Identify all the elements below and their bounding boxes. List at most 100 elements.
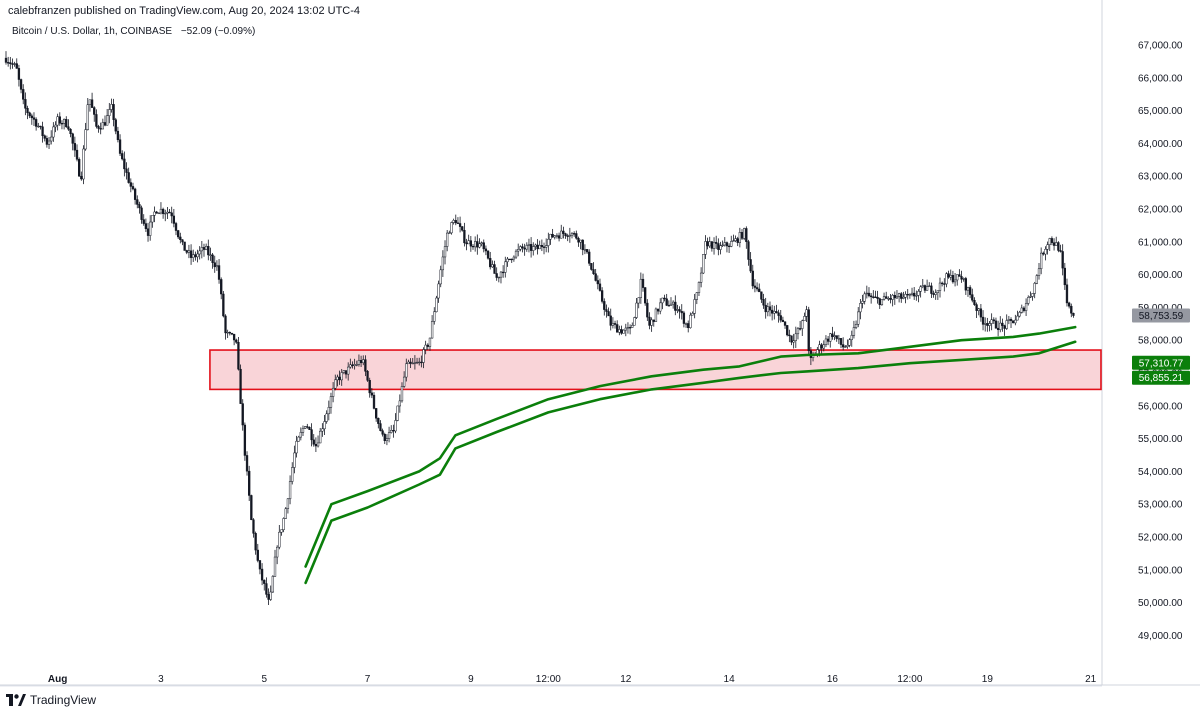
candle-down <box>592 269 595 274</box>
candle-down <box>557 235 561 239</box>
candle-up <box>480 242 483 244</box>
candle-up <box>336 376 339 381</box>
candle-down <box>1065 284 1069 304</box>
candle-down <box>775 311 778 314</box>
candle-down <box>43 135 46 139</box>
candle-down <box>375 408 378 419</box>
candle-up <box>62 119 66 124</box>
candle-up <box>329 396 333 408</box>
price-change: −52.09 (−0.09%) <box>180 26 256 37</box>
candle-up <box>340 372 343 381</box>
candle-down <box>250 495 253 521</box>
candle-up <box>153 211 156 216</box>
candle-up <box>196 253 199 258</box>
candle-down <box>1050 238 1054 243</box>
candle-up <box>443 246 447 258</box>
candle-up <box>936 290 940 293</box>
candle-up <box>517 249 520 252</box>
candle-up <box>570 233 574 236</box>
candle-down <box>123 158 126 170</box>
candle-down <box>616 324 619 333</box>
candle-down <box>99 128 102 130</box>
candle-down <box>220 279 223 295</box>
candle-up <box>712 241 716 249</box>
candle-up <box>1027 297 1030 304</box>
candle-down <box>351 364 354 366</box>
candle-up <box>538 245 541 250</box>
candle-up <box>1005 320 1008 329</box>
candle-up <box>637 297 640 304</box>
candle-down <box>889 298 892 300</box>
candle-up <box>721 244 724 247</box>
candle-down <box>140 207 143 220</box>
candle-up <box>732 240 735 242</box>
candle-up <box>953 279 957 283</box>
vwap-lower-badge-bg <box>1132 370 1190 385</box>
candle-up <box>805 309 808 317</box>
candle-up <box>803 316 806 322</box>
candle-down <box>663 297 666 300</box>
candle-up <box>411 362 414 365</box>
candle-up <box>200 247 203 252</box>
candle-down <box>874 296 877 298</box>
vwap-upper-badge-bg <box>1132 355 1190 370</box>
candle-down <box>60 122 64 125</box>
x-tick-label: 21 <box>1085 674 1097 685</box>
candle-up <box>284 508 287 519</box>
x-tick-label: 16 <box>827 674 839 685</box>
candle-down <box>594 273 597 281</box>
candle-up <box>891 294 894 300</box>
candle-up <box>844 346 847 348</box>
candle-up <box>671 301 675 305</box>
candle-down <box>620 329 623 334</box>
candle-down <box>628 327 632 329</box>
candle-down <box>536 244 539 250</box>
candle-up <box>818 344 821 350</box>
candle-down <box>207 246 210 256</box>
candle-up <box>902 296 905 299</box>
candle-down <box>501 271 505 274</box>
candle-up <box>149 221 152 236</box>
candle-up <box>949 275 952 278</box>
candle-up <box>934 292 937 295</box>
candle-down <box>603 301 606 310</box>
candle-down <box>80 175 83 180</box>
candle-down <box>585 249 589 253</box>
candle-up <box>448 232 451 234</box>
candle-down <box>146 228 150 236</box>
candle-up <box>474 241 477 248</box>
candle-down <box>489 258 492 268</box>
candle-down <box>11 63 14 65</box>
candle-up <box>863 293 866 302</box>
candle-down <box>770 309 774 314</box>
candle-up <box>435 297 438 313</box>
candle-down <box>1001 322 1004 326</box>
candle-down <box>465 242 468 245</box>
candle-down <box>930 285 933 294</box>
candle-down <box>366 371 369 381</box>
candle-up <box>1031 293 1034 297</box>
candle-down <box>177 230 180 238</box>
candle-up <box>164 212 167 215</box>
candle-up <box>626 327 630 329</box>
candle-up <box>880 299 884 306</box>
candle-up <box>659 302 662 312</box>
candle-up <box>654 308 658 322</box>
candle-down <box>551 233 554 238</box>
tradingview-logo-icon[interactable] <box>6 694 26 706</box>
candle-down <box>747 241 750 260</box>
candle-up <box>921 285 924 288</box>
symbol-name[interactable]: Bitcoin / U.S. Dollar, 1h, COINBASE <box>12 26 173 37</box>
published-line: calebfranzen published on TradingView.co… <box>8 5 361 17</box>
candle-down <box>41 126 44 136</box>
candle-up <box>704 241 707 255</box>
candle-down <box>39 125 42 128</box>
candle-up <box>286 498 290 509</box>
candle-down <box>118 139 122 154</box>
candle-down <box>596 280 599 285</box>
footer-brand[interactable]: TradingView <box>30 693 97 707</box>
candle-up <box>413 362 417 364</box>
candle-up <box>773 311 776 314</box>
candle-down <box>420 361 423 364</box>
